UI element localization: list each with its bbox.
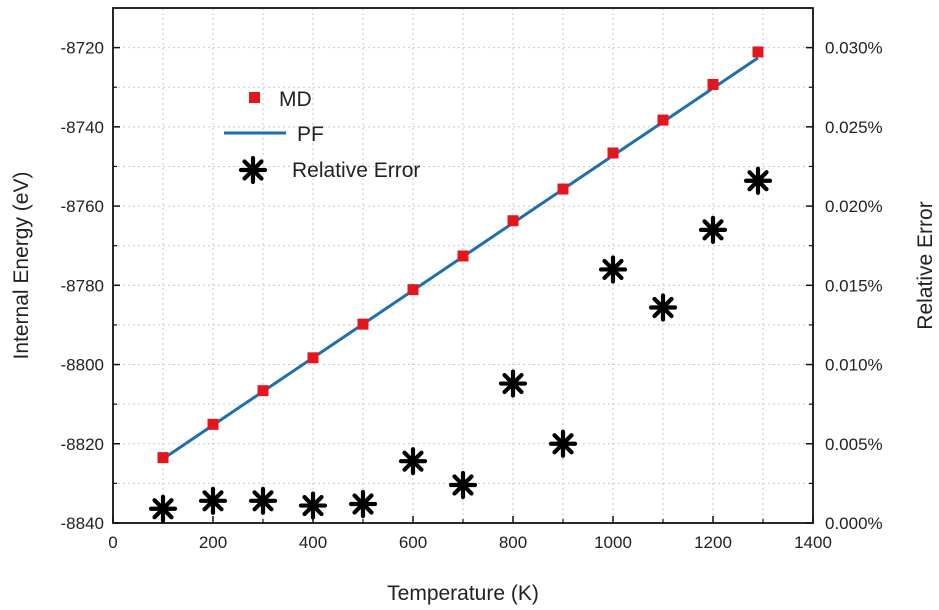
- legend-error-marker: [238, 155, 268, 185]
- legend-pf-label: PF: [297, 123, 324, 146]
- relative-error-point: [248, 486, 278, 515]
- y2-tick-label: 0.020%: [825, 197, 883, 216]
- relative-error-point: [448, 470, 478, 500]
- y2-tick-label: 0.030%: [825, 39, 883, 58]
- md-point: [257, 385, 269, 397]
- y-tick-label: -8840: [61, 514, 104, 533]
- y-tick-label: -8800: [61, 356, 104, 375]
- y-axis-title: Internal Energy (eV): [10, 172, 33, 360]
- legend-md-label: MD: [279, 88, 312, 111]
- y2-axis-title: Relative Error: [914, 201, 937, 329]
- md-point: [657, 114, 669, 126]
- md-point: [207, 418, 219, 430]
- md-point: [607, 147, 619, 159]
- legend: MD PF Relative Error: [224, 88, 420, 185]
- x-tick-label: 1200: [694, 533, 732, 552]
- y-tick-label: -8820: [61, 435, 104, 454]
- x-tick-label: 1400: [794, 533, 832, 552]
- legend-error-asterisk: [238, 155, 268, 185]
- relative-error-point: [598, 255, 628, 284]
- y-tick-label: -8780: [61, 276, 104, 295]
- md-point: [157, 452, 169, 464]
- relative-error-point: [498, 369, 528, 398]
- x-tick-label: 1000: [594, 533, 632, 552]
- legend-error-label: Relative Error: [292, 159, 420, 182]
- x-tick-label: 200: [199, 533, 227, 552]
- y-tick-label: -8760: [61, 197, 104, 216]
- x-tick-label: 800: [499, 533, 527, 552]
- md-point: [307, 352, 319, 364]
- md-point: [407, 284, 419, 296]
- y-tick-label: -8740: [61, 118, 104, 137]
- y2-tick-label: 0.010%: [825, 356, 883, 375]
- md-point: [457, 250, 469, 262]
- tick-labels: 0 200 400 600 800 1000 1200 1400 -8840 -8820 -8800…: [61, 39, 883, 552]
- md-point: [557, 183, 569, 195]
- x-tick-label: 400: [299, 533, 327, 552]
- relative-error-point: [743, 166, 773, 195]
- md-series: [157, 46, 764, 464]
- relative-error-point: [648, 293, 678, 322]
- legend-md-marker: [249, 92, 260, 103]
- relative-error-point: [148, 494, 178, 523]
- md-point: [357, 318, 369, 330]
- x-tick-label: 0: [108, 533, 117, 552]
- relative-error-point: [698, 215, 728, 244]
- md-point: [752, 46, 764, 58]
- plot-frame: [112, 7, 814, 524]
- md-point: [707, 78, 719, 90]
- relative-error-point: [298, 491, 328, 520]
- y2-tick-label: 0.015%: [825, 276, 883, 295]
- x-tick-label: 600: [399, 533, 427, 552]
- axis-ticks: [112, 46, 814, 524]
- relative-error-point: [198, 486, 228, 515]
- relative-error-point: [548, 429, 578, 458]
- relative-error-series: [148, 166, 773, 523]
- y-tick-label: -8720: [61, 39, 104, 58]
- relative-error-point: [398, 447, 428, 476]
- y2-tick-label: 0.005%: [825, 435, 883, 454]
- y2-tick-label: 0.025%: [825, 118, 883, 137]
- x-axis-title: Temperature (K): [387, 582, 539, 605]
- minor-ticks: [113, 86, 813, 523]
- relative-error-point: [348, 489, 378, 519]
- md-point: [507, 215, 519, 227]
- y2-tick-label: 0.000%: [825, 514, 883, 533]
